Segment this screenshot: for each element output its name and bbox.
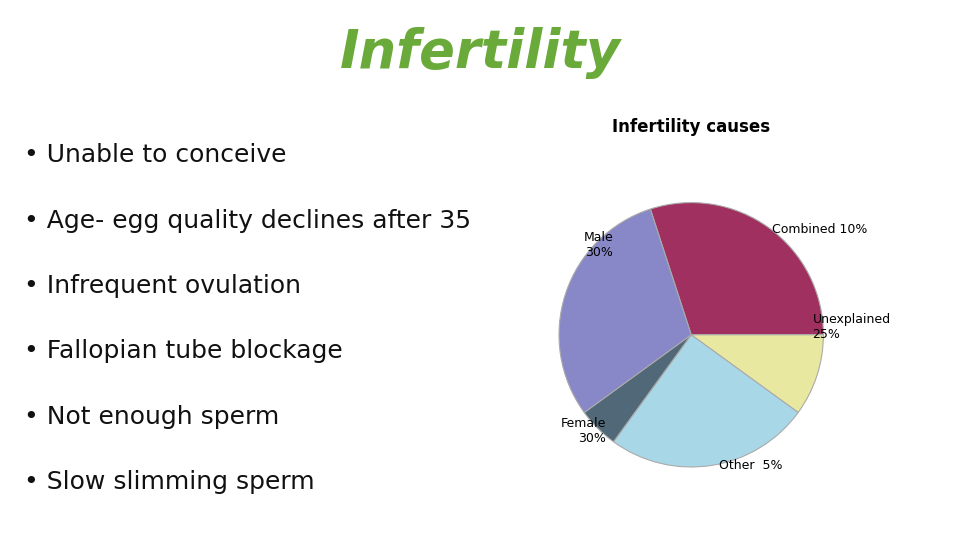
- Text: • Infrequent ovulation: • Infrequent ovulation: [24, 274, 300, 298]
- Text: Infertility: Infertility: [340, 27, 620, 79]
- Wedge shape: [650, 202, 824, 335]
- Wedge shape: [559, 209, 691, 413]
- Wedge shape: [613, 335, 798, 467]
- Title: Infertility causes: Infertility causes: [612, 118, 770, 136]
- Text: Other  5%: Other 5%: [719, 459, 782, 472]
- Wedge shape: [585, 335, 691, 442]
- Wedge shape: [691, 335, 824, 413]
- Text: Male
30%: Male 30%: [584, 231, 613, 259]
- Text: Unexplained
25%: Unexplained 25%: [812, 313, 891, 341]
- Text: • Age- egg quality declines after 35: • Age- egg quality declines after 35: [24, 208, 470, 233]
- Text: Female
30%: Female 30%: [561, 417, 606, 445]
- Text: • Fallopian tube blockage: • Fallopian tube blockage: [24, 339, 343, 363]
- Text: • Not enough sperm: • Not enough sperm: [24, 404, 278, 429]
- Text: Combined 10%: Combined 10%: [772, 222, 868, 235]
- Text: • Slow slimming sperm: • Slow slimming sperm: [24, 470, 314, 494]
- Text: • Unable to conceive: • Unable to conceive: [24, 143, 286, 167]
